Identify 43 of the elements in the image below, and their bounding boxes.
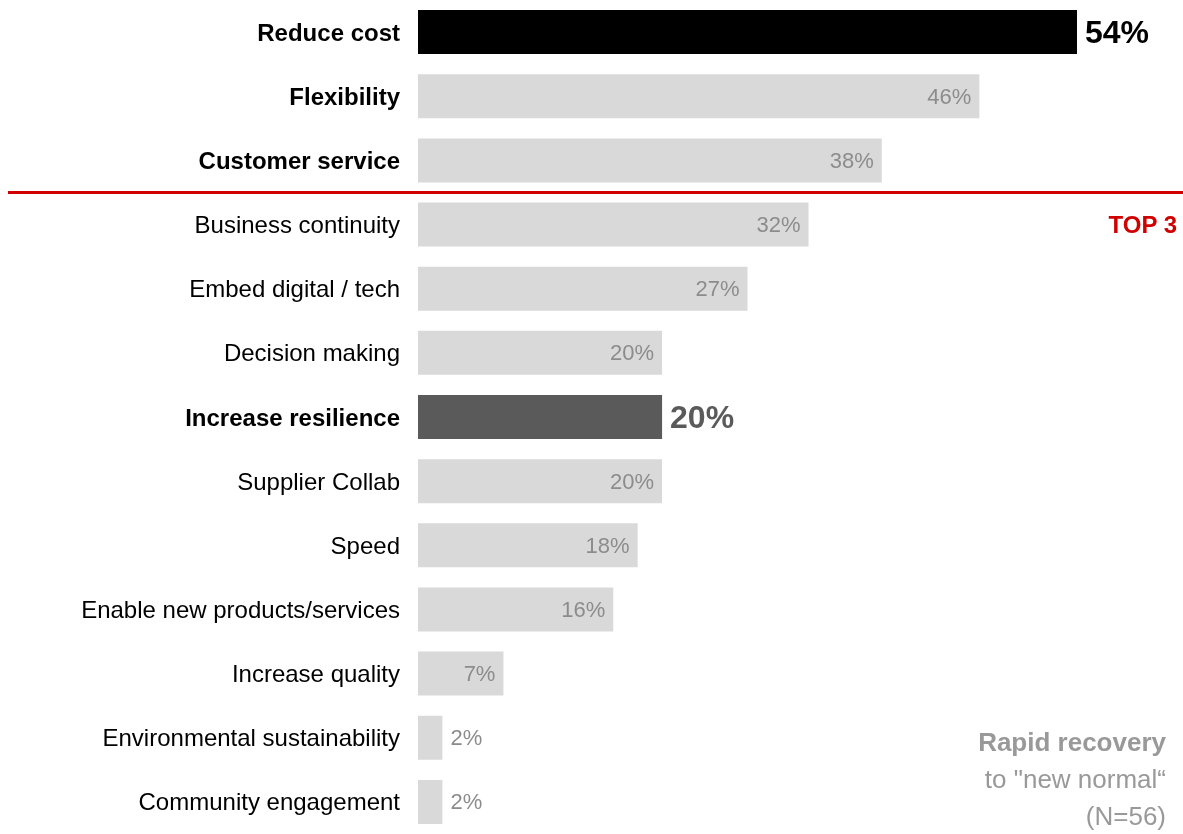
bar	[418, 10, 1077, 55]
y-tick-label: Flexibility	[289, 82, 401, 110]
y-tick-label: Enable new products/services	[81, 595, 400, 623]
bar	[418, 138, 882, 183]
bar	[418, 715, 443, 760]
data-label: 20%	[610, 468, 655, 494]
y-tick-label: Embed digital / tech	[189, 275, 400, 303]
y-tick-label: Community engagement	[138, 788, 401, 816]
annotation: Rapid recovery	[978, 727, 1167, 757]
y-tick-label: Business continuity	[194, 211, 400, 239]
data-label: 27%	[695, 276, 740, 302]
data-label: 2%	[450, 789, 483, 815]
bar	[418, 779, 443, 824]
bar	[418, 587, 614, 632]
bar	[418, 651, 504, 696]
bar	[418, 202, 809, 247]
bar	[418, 395, 663, 439]
y-tick-label: Speed	[330, 531, 400, 559]
bar	[418, 523, 638, 568]
bar	[418, 330, 663, 375]
data-label: 7%	[463, 661, 496, 687]
data-label: 16%	[561, 596, 606, 622]
bar	[418, 266, 748, 311]
data-label: 20%	[670, 399, 735, 435]
y-tick-label: Customer service	[198, 146, 400, 174]
y-tick-label: Increase quality	[231, 660, 400, 688]
y-tick-label: Environmental sustainability	[102, 724, 400, 752]
data-label: 32%	[756, 212, 801, 238]
data-label: 54%	[1085, 14, 1150, 51]
data-label: 18%	[585, 532, 630, 558]
y-tick-label: Increase resilience	[185, 403, 400, 431]
ref-line-label: TOP 3	[1108, 210, 1177, 238]
y-tick-label: Reduce cost	[257, 18, 400, 46]
y-tick-label: Decision making	[223, 339, 400, 367]
text: (N=56)	[1085, 801, 1166, 831]
bar	[418, 74, 980, 119]
data-label: 20%	[610, 340, 655, 366]
data-label: 38%	[829, 147, 874, 173]
data-label: 46%	[927, 83, 972, 109]
y-tick-label: Supplier Collab	[237, 467, 400, 495]
annotation: to "new normal“	[984, 764, 1166, 794]
data-label: 2%	[450, 725, 483, 751]
bar	[418, 459, 663, 504]
